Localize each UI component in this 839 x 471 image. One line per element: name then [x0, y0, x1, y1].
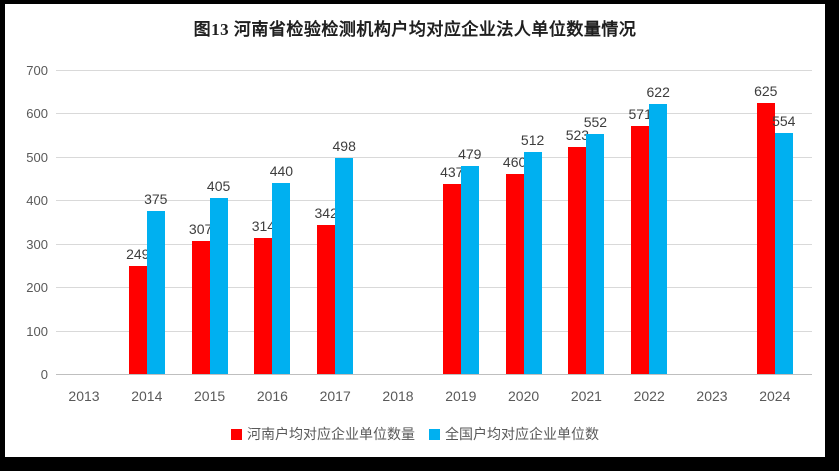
plot-area: 0 100 200 300 400 500 600 700 2013 2014 249 375 2015… — [5, 4, 825, 457]
legend-item-series1: 河南户均对应企业单位数量 — [231, 424, 415, 444]
legend: 河南户均对应企业单位数量 全国户均对应企业单位数 — [5, 424, 825, 444]
gridline — [56, 330, 812, 332]
x-axis-tick-label: 2018 — [382, 388, 414, 404]
bar-series1-2017 — [317, 225, 336, 374]
chart-title: 图13 河南省检验检测机构户均对应企业法人单位数量情况 — [193, 20, 637, 39]
x-axis-tick-label: 2017 — [319, 388, 351, 404]
bar-value-label: 552 — [583, 114, 608, 131]
bar-series2-2015 — [209, 198, 228, 374]
bar-series1-2024 — [756, 102, 775, 374]
bar-series1-2014 — [128, 265, 147, 374]
y-axis-tick-label: 200 — [26, 280, 48, 296]
bar-value-label: 342 — [314, 205, 338, 222]
gridline — [56, 156, 812, 158]
x-axis-tick-label: 2019 — [445, 388, 477, 404]
x-axis-line — [56, 374, 812, 375]
x-axis-tick-label: 2013 — [68, 388, 100, 404]
y-axis-tick-label: 100 — [26, 323, 48, 339]
bar-series2-2016 — [272, 182, 291, 374]
bar-value-label: 440 — [269, 162, 294, 179]
bar-value-label: 554 — [772, 113, 796, 130]
bar-value-label: 460 — [502, 154, 527, 171]
x-axis-tick-label: 2021 — [570, 388, 602, 404]
gridline — [56, 200, 812, 202]
bar-value-label: 314 — [251, 217, 276, 234]
bar-series1-2019 — [442, 184, 461, 374]
gridline — [56, 70, 812, 71]
bar-value-label: 498 — [332, 137, 356, 154]
x-axis-tick-label: 2014 — [131, 388, 163, 404]
bar-series2-2021 — [586, 134, 605, 374]
legend-swatch-icon — [429, 428, 440, 440]
bar-value-label: 512 — [520, 131, 545, 148]
bar-series1-2021 — [568, 146, 587, 374]
y-axis-tick-label: 500 — [26, 149, 48, 165]
y-axis-tick-label: 700 — [26, 63, 48, 78]
bar-series1-2016 — [254, 237, 273, 374]
legend-item-series2: 全国户均对应企业单位数 — [429, 424, 599, 444]
bar-series2-2019 — [460, 165, 479, 374]
y-axis-tick-label: 600 — [26, 106, 48, 122]
bar-series1-2020 — [505, 174, 524, 374]
bar-series1-2022 — [631, 126, 650, 374]
bar-series2-2024 — [774, 133, 793, 374]
bar-value-label: 249 — [126, 245, 150, 262]
y-axis-tick-label: 300 — [26, 236, 48, 252]
legend-label: 全国户均对应企业单位数 — [445, 426, 599, 442]
bar-value-label: 437 — [440, 164, 464, 181]
bar-series2-2022 — [649, 103, 668, 374]
x-axis-tick-label: 2022 — [633, 388, 665, 404]
y-axis-tick-label: 400 — [26, 193, 48, 209]
legend-label: 河南户均对应企业单位数量 — [247, 426, 415, 442]
x-axis-tick-label: 2024 — [759, 388, 791, 404]
gridline — [56, 243, 812, 245]
bar-value-label: 479 — [458, 145, 482, 162]
gridline — [56, 113, 812, 115]
bar-value-label: 405 — [206, 178, 231, 195]
bar-value-label: 571 — [628, 106, 652, 123]
legend-swatch-icon — [231, 428, 242, 440]
bar-series2-2014 — [146, 211, 165, 374]
y-axis-tick-label: 0 — [40, 367, 48, 382]
x-axis-tick-label: 2023 — [696, 388, 728, 404]
gridline — [56, 287, 812, 289]
bar-value-label: 307 — [188, 220, 213, 237]
x-axis-tick-label: 2015 — [194, 388, 226, 404]
x-axis-tick-label: 2020 — [508, 388, 540, 404]
bar-series2-2020 — [523, 151, 542, 374]
bar-value-label: 625 — [754, 82, 778, 99]
x-axis-tick-label: 2016 — [256, 388, 288, 404]
bar-value-label: 622 — [646, 83, 670, 100]
bar-series2-2017 — [335, 157, 354, 374]
bar-value-label: 523 — [565, 126, 590, 143]
bar-series1-2015 — [191, 240, 210, 374]
bar-value-label: 375 — [144, 191, 168, 208]
